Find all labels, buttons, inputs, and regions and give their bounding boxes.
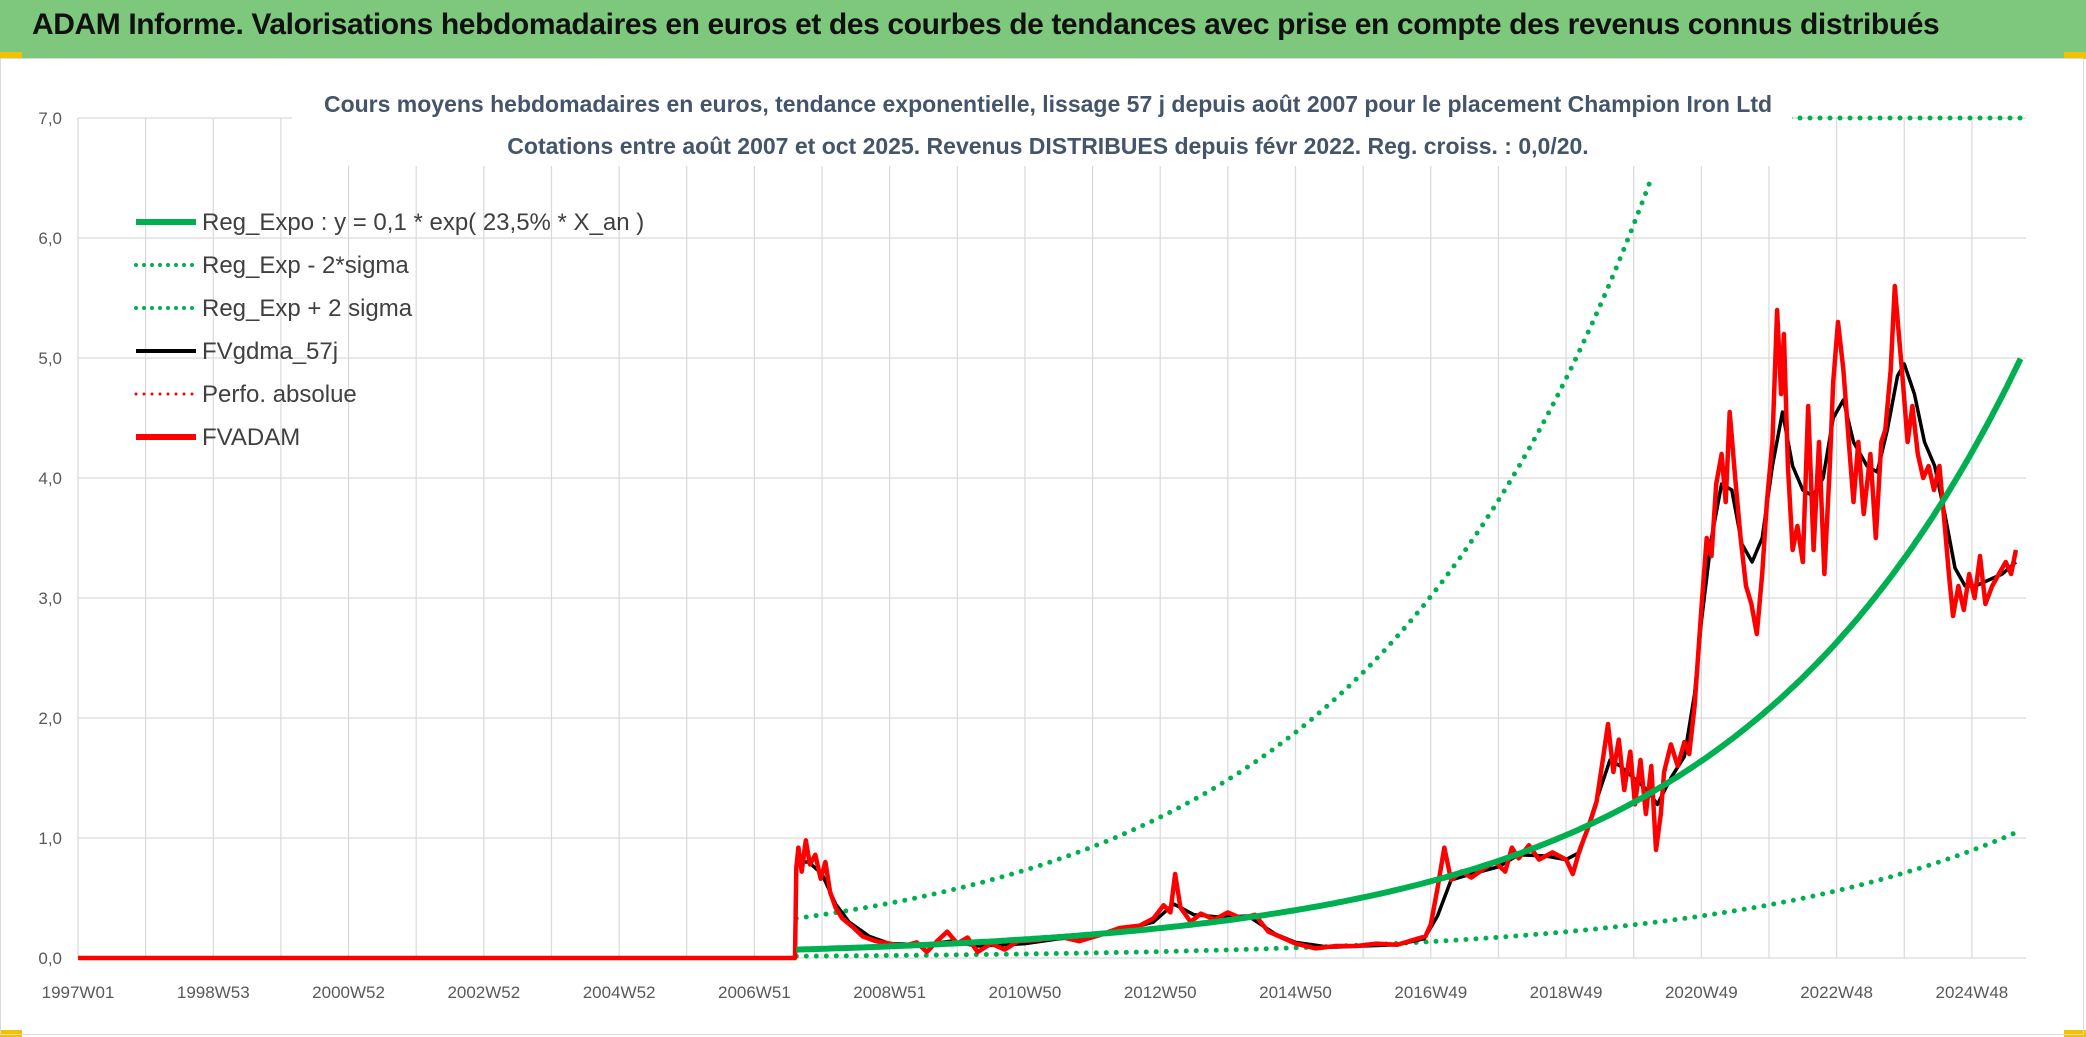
x-tick-label: 2014W50 xyxy=(1259,983,1332,1002)
y-tick-label: 2,0 xyxy=(38,709,62,728)
legend-label: Reg_Exp - 2*sigma xyxy=(202,252,409,279)
legend-label: Reg_Exp + 2 sigma xyxy=(202,295,413,322)
x-tick-label: 2018W49 xyxy=(1530,983,1603,1002)
y-tick-label: 7,0 xyxy=(38,109,62,128)
x-tick-label: 2016W49 xyxy=(1394,983,1467,1002)
chart-title-line-1: Cours moyens hebdomadaires en euros, ten… xyxy=(324,91,1772,117)
y-tick-label: 4,0 xyxy=(38,469,62,488)
y-tick-label: 3,0 xyxy=(38,589,62,608)
x-tick-label: 2022W48 xyxy=(1800,983,1873,1002)
corner-marker xyxy=(0,52,22,59)
x-tick-label: 2024W48 xyxy=(1935,983,2008,1002)
x-tick-label: 2020W49 xyxy=(1665,983,1738,1002)
x-tick-label: 2000W52 xyxy=(312,983,385,1002)
x-tick-label: 2004W52 xyxy=(583,983,656,1002)
x-tick-label: 2010W50 xyxy=(989,983,1062,1002)
report-title: ADAM Informe. Valorisations hebdomadaire… xyxy=(32,8,1940,41)
y-tick-label: 6,0 xyxy=(38,229,62,248)
x-tick-label: 1997W01 xyxy=(42,983,115,1002)
corner-marker xyxy=(0,1030,22,1037)
series-line-fvgdma-57j xyxy=(796,362,2018,949)
y-tick-label: 5,0 xyxy=(38,349,62,368)
legend-label: FVgdma_57j xyxy=(202,338,338,365)
chart-title-line-2: Cotations entre août 2007 et oct 2025. R… xyxy=(507,133,1588,159)
axis-labels: 0,0 1,0 2,0 3,0 4,0 5,0 6,0 7,0 1997W01 1998W53 20… xyxy=(38,109,2008,1002)
legend-label: FVADAM xyxy=(202,424,300,451)
report-banner: ADAM Informe. Valorisations hebdomadaire… xyxy=(0,0,2086,59)
y-tick-label: 0,0 xyxy=(38,949,62,968)
trend-line xyxy=(796,357,2024,953)
x-tick-label: 2002W52 xyxy=(447,983,520,1002)
y-tick-label: 1,0 xyxy=(38,829,62,848)
trend-upper-band xyxy=(793,173,1655,921)
x-tick-label: 2006W51 xyxy=(718,983,791,1002)
series-layer xyxy=(78,115,2029,961)
corner-marker xyxy=(2064,52,2086,59)
series-line-fvadam xyxy=(78,283,2019,961)
chart-frame xyxy=(0,58,2084,1035)
chart-grid xyxy=(77,117,2026,959)
corner-marker xyxy=(2064,1030,2086,1037)
chart-title: Cours moyens hebdomadaires en euros, ten… xyxy=(292,86,1792,166)
x-tick-label: 1998W53 xyxy=(177,983,250,1002)
legend-label: Perfo. absolue xyxy=(202,381,357,408)
x-tick-label: 2008W51 xyxy=(853,983,926,1002)
legend-label: Reg_Expo : y = 0,1 * exp( 23,5% * X_an ) xyxy=(202,209,644,236)
chart-legend: Reg_Expo : y = 0,1 * exp( 23,5% * X_an )… xyxy=(134,209,644,451)
x-tick-label: 2012W50 xyxy=(1124,983,1197,1002)
